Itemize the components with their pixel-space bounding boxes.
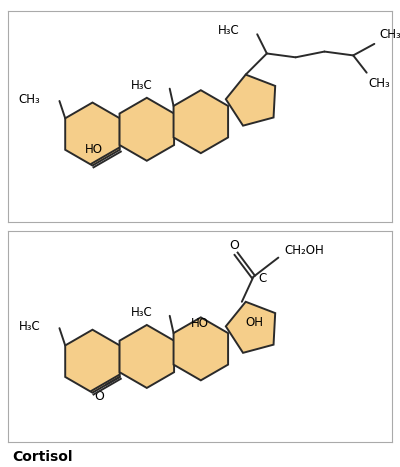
Polygon shape	[226, 302, 275, 353]
Text: O: O	[229, 239, 239, 252]
Text: H₃C: H₃C	[218, 24, 240, 37]
Polygon shape	[65, 103, 120, 165]
Text: Cholesterol: Cholesterol	[12, 231, 101, 245]
Text: O: O	[94, 390, 104, 403]
Polygon shape	[65, 330, 120, 393]
Text: Cortisol: Cortisol	[12, 450, 72, 464]
Polygon shape	[120, 325, 174, 388]
Text: HO: HO	[191, 317, 209, 330]
Text: CH₂OH: CH₂OH	[284, 244, 324, 257]
Text: CH₃: CH₃	[379, 28, 400, 41]
Polygon shape	[226, 75, 275, 126]
Text: HO: HO	[84, 143, 102, 156]
Text: H₃C: H₃C	[18, 320, 40, 333]
Polygon shape	[174, 318, 228, 380]
Text: H₃C: H₃C	[131, 79, 152, 92]
Polygon shape	[174, 90, 228, 153]
Polygon shape	[120, 98, 174, 161]
Text: C: C	[258, 272, 266, 285]
Text: OH: OH	[245, 316, 263, 329]
Text: CH₃: CH₃	[18, 92, 40, 106]
Text: H₃C: H₃C	[131, 306, 152, 319]
Text: CH₃: CH₃	[368, 78, 390, 90]
